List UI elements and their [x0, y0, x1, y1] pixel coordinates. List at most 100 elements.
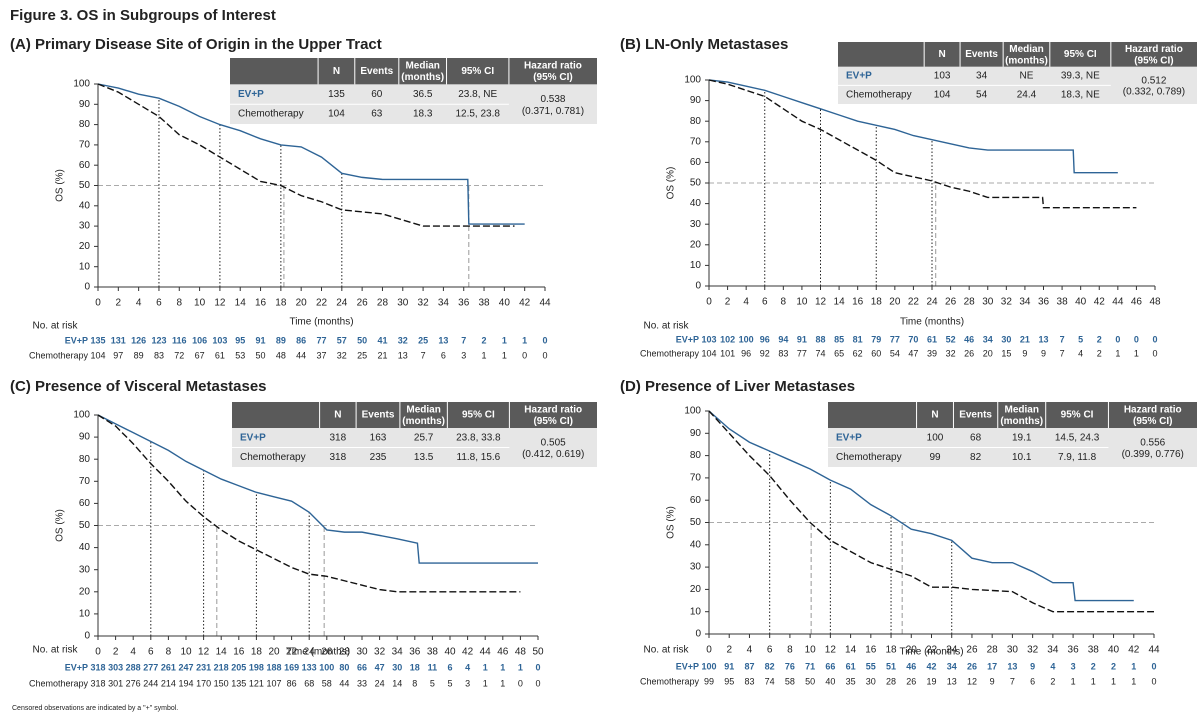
at-risk-count: 70: [908, 334, 918, 344]
at-risk-count: 133: [302, 662, 317, 672]
text-line: Hazard ratio: [524, 60, 582, 71]
at-risk-count: 131: [111, 335, 126, 345]
at-risk-count: 276: [126, 678, 141, 688]
x-tick-label: 10: [180, 647, 192, 658]
at-risk-count: 83: [778, 348, 788, 358]
at-risk-count: 25: [357, 350, 367, 360]
table-cell: (0.412, 0.619): [522, 449, 584, 460]
at-risk-count: 86: [296, 335, 306, 345]
at-risk-count: 4: [1050, 661, 1055, 671]
x-tick-label: 46: [1131, 297, 1143, 308]
at-risk-count: 0: [1151, 661, 1156, 671]
at-risk-count: 9: [990, 676, 995, 686]
at-risk-count: 86: [287, 678, 297, 688]
at-risk-count: 97: [113, 350, 123, 360]
at-risk-count: 123: [151, 335, 166, 345]
table-header: Events: [362, 410, 395, 421]
text-line: (months): [1005, 55, 1048, 66]
text-line: (95% CI): [533, 72, 572, 83]
at-risk-count: 1: [500, 662, 505, 672]
text-line: (months): [1000, 416, 1043, 427]
at-risk-count: 32: [946, 348, 956, 358]
at-risk-count: 12: [967, 676, 977, 686]
table-cell: 104: [328, 109, 345, 120]
at-risk-count: 244: [143, 678, 158, 688]
at-risk-count: 30: [866, 676, 876, 686]
at-risk-count: 100: [319, 662, 334, 672]
x-tick-label: 38: [427, 647, 439, 658]
table-cell: 68: [970, 432, 982, 443]
at-risk-count: 21: [377, 350, 387, 360]
x-tick-label: 20: [296, 298, 308, 309]
at-risk-count: 1: [502, 350, 507, 360]
text-line: (95% CI): [1134, 55, 1173, 66]
at-risk-count: 44: [296, 350, 306, 360]
table-cell: 13.5: [414, 452, 434, 463]
table-header: N: [938, 49, 945, 60]
survival-curve: [97, 414, 538, 564]
at-risk-count: 81: [853, 334, 863, 344]
panel-title: (C) Presence of Visceral Metastases: [10, 378, 267, 395]
x-tick-label: 4: [130, 647, 136, 658]
x-tick-label: 32: [1001, 297, 1013, 308]
at-risk-count: 61: [927, 334, 937, 344]
at-risk-count: 80: [339, 662, 349, 672]
table-cell: 0.538: [540, 94, 565, 105]
at-risk-count: 2: [1050, 676, 1055, 686]
x-tick-label: 24: [946, 645, 958, 656]
x-tick-label: 48: [515, 647, 527, 658]
at-risk-count: 169: [284, 662, 299, 672]
x-tick-label: 34: [392, 647, 404, 658]
at-risk-count: 194: [178, 678, 193, 688]
at-risk-count: 116: [172, 335, 187, 345]
x-tick-label: 12: [214, 298, 226, 309]
at-risk-count: 4: [465, 662, 470, 672]
y-axis-label: OS (%): [666, 167, 677, 200]
at-risk-count: 79: [871, 334, 881, 344]
table-header-background: [232, 402, 597, 428]
table-row-label: EV+P: [240, 432, 266, 443]
at-risk-count: 1: [483, 662, 488, 672]
table-cell: (0.371, 0.781): [522, 106, 584, 117]
at-risk-count: 218: [214, 662, 229, 672]
at-risk-count: 33: [357, 678, 367, 688]
x-tick-label: 28: [987, 645, 999, 656]
table-cell: 163: [370, 432, 387, 443]
at-risk-count: 88: [815, 334, 825, 344]
at-risk-label: No. at risk: [32, 321, 78, 332]
x-tick-label: 26: [945, 297, 957, 308]
table-cell: 18.3, NE: [1061, 89, 1100, 100]
at-risk-count: 2: [1091, 661, 1096, 671]
y-tick-label: 70: [690, 473, 702, 484]
x-tick-label: 40: [444, 647, 456, 658]
x-tick-label: 40: [1108, 645, 1120, 656]
table-cell: 54: [976, 89, 988, 100]
text-line: (95% CI): [533, 416, 572, 427]
at-risk-count: 54: [890, 348, 900, 358]
x-tick-label: 24: [304, 647, 316, 658]
table-header: Hazard ratio (95% CI): [524, 404, 582, 427]
x-tick-label: 44: [539, 298, 551, 309]
x-tick-label: 12: [815, 297, 827, 308]
y-tick-label: 100: [684, 75, 701, 86]
y-axis-label: OS (%): [666, 506, 677, 539]
at-risk-count: 231: [196, 662, 211, 672]
x-tick-label: 30: [982, 297, 994, 308]
table-cell: 0.512: [1141, 75, 1166, 86]
at-risk-count: 87: [744, 661, 754, 671]
at-risk-count: 103: [701, 334, 716, 344]
at-risk-count: 77: [316, 335, 326, 345]
at-risk-group: EV+P: [676, 334, 699, 344]
x-tick-label: 14: [845, 645, 857, 656]
y-tick-label: 50: [690, 517, 702, 528]
at-risk-count: 62: [853, 348, 863, 358]
x-tick-label: 6: [156, 298, 162, 309]
table-header: Events: [965, 49, 998, 60]
x-tick-label: 30: [356, 647, 368, 658]
at-risk-count: 25: [418, 335, 428, 345]
table-cell: 24.4: [1017, 89, 1037, 100]
at-risk-count: 104: [701, 348, 716, 358]
y-tick-label: 10: [79, 609, 91, 620]
table-header: 95% CI: [462, 410, 495, 421]
